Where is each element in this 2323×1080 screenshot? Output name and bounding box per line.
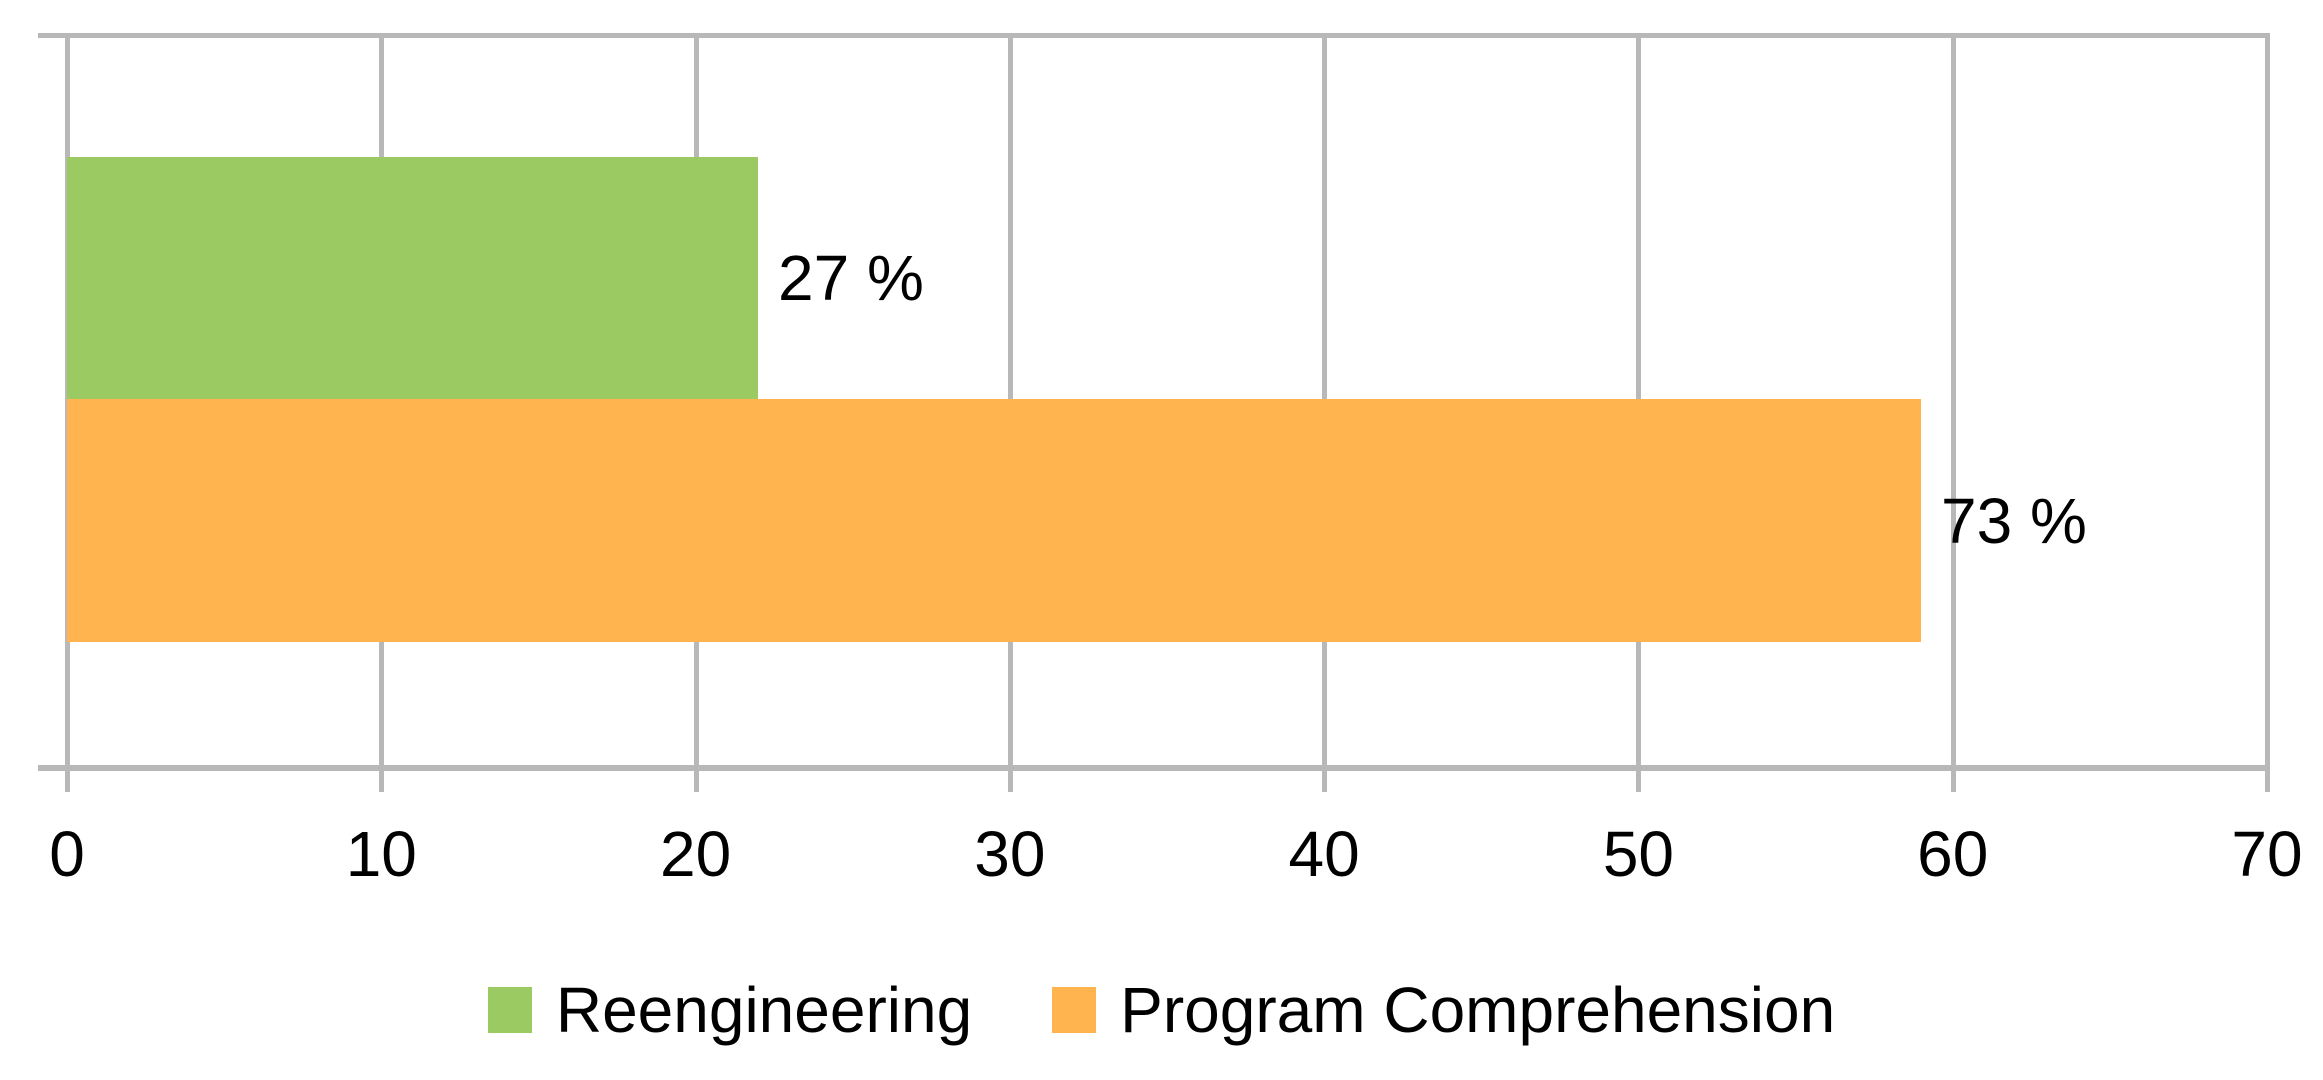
x-tick-label: 20: [659, 818, 732, 890]
x-axis-line: [38, 765, 2267, 771]
legend: Reengineering Program Comprehension: [0, 978, 2323, 1042]
x-tick-label: 70: [2231, 818, 2303, 890]
legend-item-program-comprehension: Program Comprehension: [1052, 978, 1835, 1042]
value-label-program-comprehension: 73 %: [1941, 484, 2087, 557]
bar-reengineering: [67, 157, 758, 399]
x-tick-label: 40: [1288, 818, 1360, 890]
x-tick-label: 0: [49, 818, 85, 890]
value-label-reengineering: 27 %: [778, 242, 924, 314]
x-tick-label: 60: [1917, 818, 1989, 890]
gridline: [1950, 33, 1956, 792]
x-tick-label: 10: [345, 818, 417, 890]
plot-top-border: [38, 33, 2267, 38]
gridline: [2265, 33, 2270, 792]
legend-swatch-reengineering: [487, 987, 532, 1033]
x-tick-label: 50: [1602, 818, 1675, 890]
legend-label-program-comprehension: Program Comprehension: [1120, 974, 1836, 1046]
legend-label-reengineering: Reengineering: [555, 974, 973, 1046]
x-tick-label: 30: [974, 818, 1046, 890]
legend-item-reengineering: Reengineering: [487, 974, 973, 1046]
legend-swatch-program-comprehension: [1052, 987, 1097, 1033]
bar-program-comprehension: [67, 399, 1921, 642]
